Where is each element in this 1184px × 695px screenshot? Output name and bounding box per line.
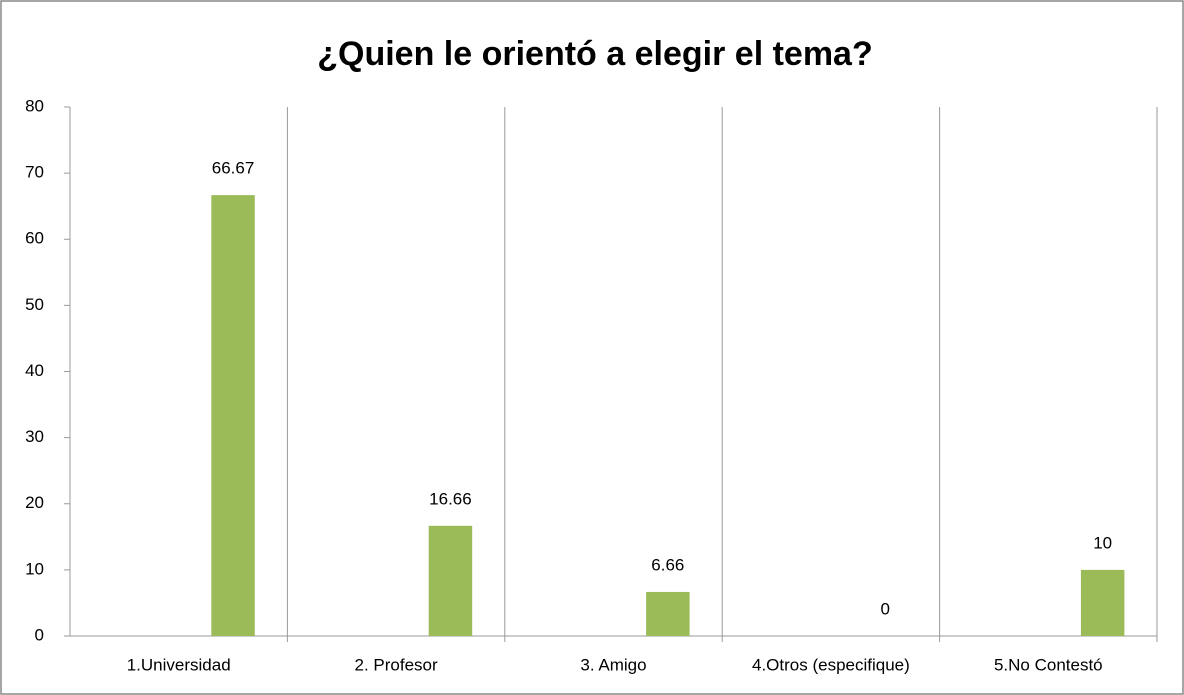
y-tick-label: 0 bbox=[35, 625, 44, 644]
y-tick-label: 40 bbox=[25, 361, 44, 380]
chart-title: ¿Quien le orientó a elegir el tema? bbox=[317, 35, 872, 73]
y-tick-label: 20 bbox=[25, 493, 44, 512]
y-tick-label: 70 bbox=[25, 163, 44, 182]
data-label: 6.66 bbox=[651, 555, 684, 574]
x-tick-label: 1.Universidad bbox=[127, 655, 231, 674]
x-tick-label: 5.No Contestó bbox=[994, 655, 1103, 674]
y-tick-label: 50 bbox=[25, 295, 44, 314]
y-tick-label: 60 bbox=[25, 229, 44, 248]
y-tick-label: 30 bbox=[25, 427, 44, 446]
data-label: 16.66 bbox=[429, 489, 472, 508]
x-tick-label: 3. Amigo bbox=[580, 655, 646, 674]
bar bbox=[646, 591, 690, 636]
x-tick-label: 2. Profesor bbox=[355, 655, 438, 674]
x-tick-label: 4.Otros (especifique) bbox=[752, 655, 910, 674]
bar bbox=[428, 525, 473, 636]
data-label: 10 bbox=[1093, 533, 1112, 552]
bar bbox=[1080, 569, 1125, 636]
y-tick-label: 80 bbox=[25, 96, 44, 115]
data-label: 0 bbox=[881, 599, 890, 618]
y-tick-label: 10 bbox=[25, 559, 44, 578]
data-label: 66.67 bbox=[212, 159, 255, 178]
bar bbox=[211, 195, 255, 636]
